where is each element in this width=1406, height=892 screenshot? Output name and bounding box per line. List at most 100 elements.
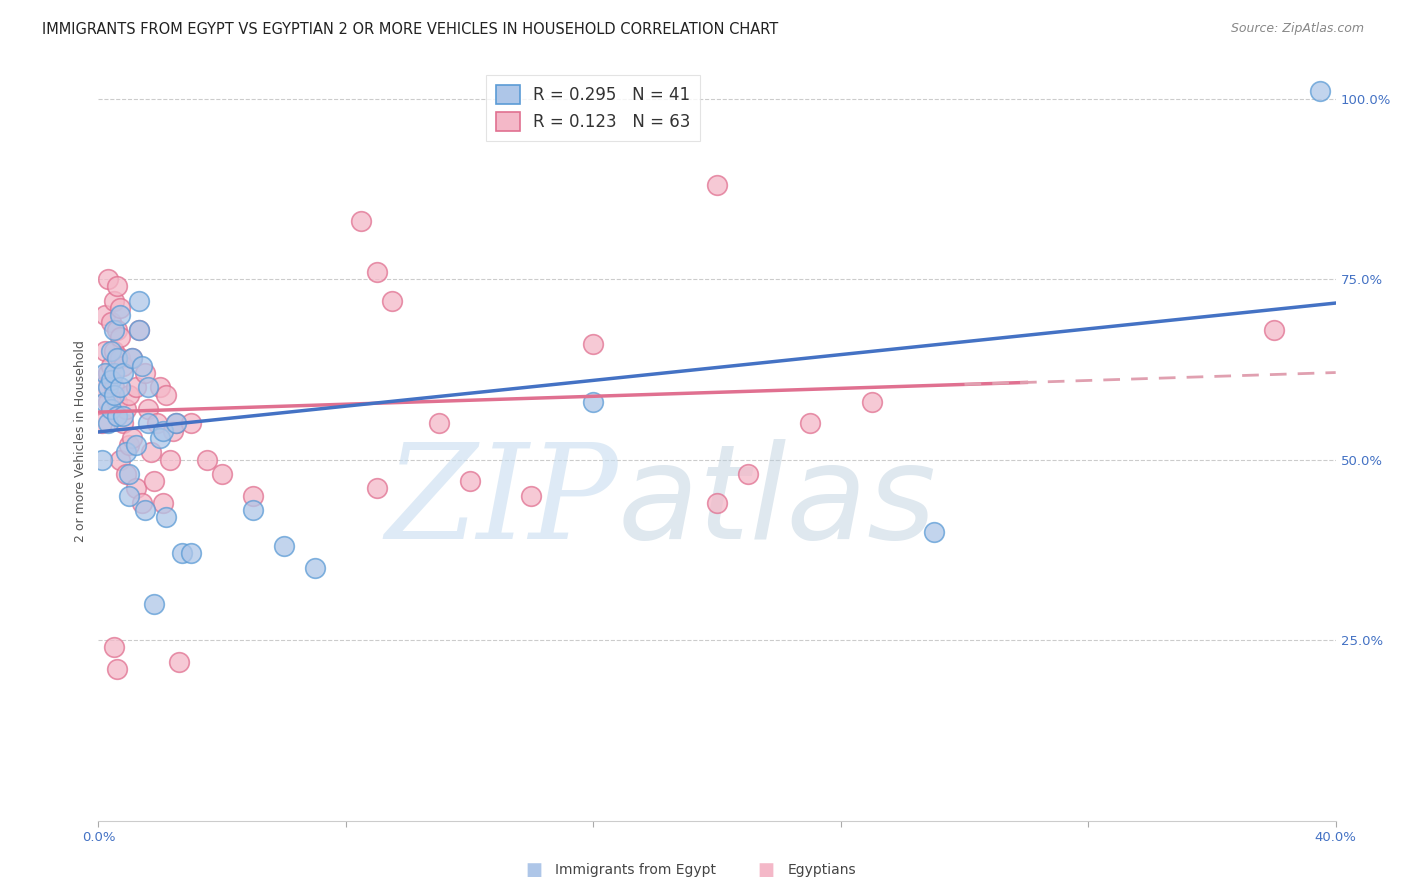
Point — [737, 467, 759, 481]
Point — [105, 409, 128, 424]
Point — [131, 496, 153, 510]
Point — [103, 387, 125, 401]
Point — [103, 640, 125, 655]
Point — [136, 402, 159, 417]
Point — [582, 394, 605, 409]
Point — [139, 445, 162, 459]
Point — [167, 655, 190, 669]
Text: ■: ■ — [758, 861, 775, 879]
Point — [97, 380, 120, 394]
Point — [112, 417, 135, 431]
Point — [115, 402, 138, 417]
Point — [180, 546, 202, 560]
Text: IMMIGRANTS FROM EGYPT VS EGYPTIAN 2 OR MORE VEHICLES IN HOUSEHOLD CORRELATION CH: IMMIGRANTS FROM EGYPT VS EGYPTIAN 2 OR M… — [42, 22, 779, 37]
Legend: R = 0.295   N = 41, R = 0.123   N = 63: R = 0.295 N = 41, R = 0.123 N = 63 — [486, 75, 700, 142]
Point — [100, 344, 122, 359]
Point — [118, 387, 141, 401]
Point — [124, 438, 146, 452]
Point — [112, 366, 135, 380]
Point — [90, 452, 112, 467]
Point — [103, 380, 125, 394]
Point — [136, 417, 159, 431]
Point — [273, 539, 295, 553]
Point — [105, 279, 128, 293]
Point — [922, 524, 945, 539]
Point — [121, 351, 143, 366]
Point — [155, 387, 177, 401]
Point — [100, 315, 122, 329]
Point — [143, 597, 166, 611]
Point — [180, 417, 202, 431]
Point — [366, 482, 388, 496]
Point — [90, 417, 112, 431]
Text: atlas: atlas — [619, 439, 936, 566]
Point — [155, 510, 177, 524]
Point — [860, 394, 883, 409]
Text: Egyptians: Egyptians — [787, 863, 856, 877]
Point — [162, 424, 184, 438]
Point — [112, 359, 135, 373]
Point — [458, 475, 481, 489]
Point — [146, 417, 169, 431]
Point — [143, 475, 166, 489]
Point — [105, 394, 128, 409]
Point — [520, 489, 543, 503]
Point — [108, 380, 131, 394]
Point — [108, 452, 131, 467]
Point — [115, 467, 138, 481]
Point — [134, 503, 156, 517]
Point — [381, 293, 404, 308]
Point — [152, 496, 174, 510]
Point — [242, 489, 264, 503]
Point — [799, 417, 821, 431]
Text: ■: ■ — [526, 861, 543, 879]
Point — [706, 178, 728, 193]
Point — [97, 366, 120, 380]
Point — [366, 265, 388, 279]
Point — [93, 394, 115, 409]
Point — [108, 301, 131, 315]
Point — [118, 438, 141, 452]
Point — [427, 417, 450, 431]
Point — [165, 417, 187, 431]
Point — [149, 431, 172, 445]
Point — [103, 293, 125, 308]
Point — [131, 359, 153, 373]
Point — [706, 496, 728, 510]
Point — [100, 359, 122, 373]
Point — [103, 344, 125, 359]
Point — [100, 373, 122, 387]
Point — [97, 272, 120, 286]
Point — [128, 293, 150, 308]
Point — [118, 489, 141, 503]
Point — [134, 366, 156, 380]
Point — [108, 308, 131, 322]
Point — [93, 344, 115, 359]
Point — [152, 424, 174, 438]
Point — [124, 482, 146, 496]
Point — [242, 503, 264, 517]
Point — [211, 467, 233, 481]
Point — [128, 323, 150, 337]
Text: ZIP: ZIP — [385, 438, 619, 566]
Point — [350, 214, 373, 228]
Point — [128, 323, 150, 337]
Point — [93, 366, 115, 380]
Point — [149, 380, 172, 394]
Point — [103, 323, 125, 337]
Point — [124, 380, 146, 394]
Point — [582, 337, 605, 351]
Point — [121, 431, 143, 445]
Point — [108, 330, 131, 344]
Point — [100, 402, 122, 417]
Point — [195, 452, 218, 467]
Point — [115, 445, 138, 459]
Point — [165, 417, 187, 431]
Point — [108, 351, 131, 366]
Point — [105, 662, 128, 676]
Text: Immigrants from Egypt: Immigrants from Egypt — [555, 863, 717, 877]
Point — [105, 323, 128, 337]
Point — [1263, 323, 1285, 337]
Text: Source: ZipAtlas.com: Source: ZipAtlas.com — [1230, 22, 1364, 36]
Point — [118, 467, 141, 481]
